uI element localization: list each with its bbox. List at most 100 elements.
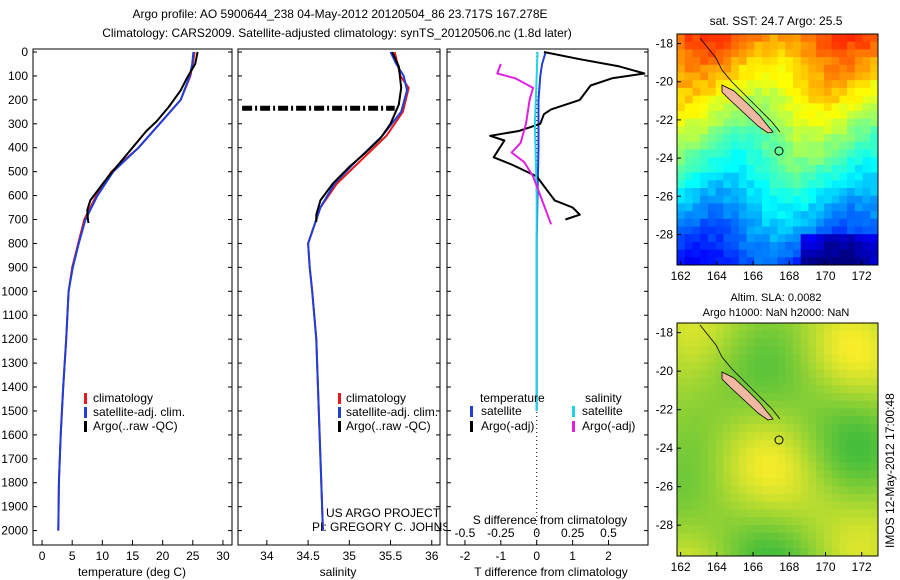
- map-cell: [854, 478, 864, 487]
- map-cell: [731, 338, 740, 347]
- map-cell: [677, 134, 686, 143]
- map-cell: [754, 164, 763, 174]
- map-cell: [847, 400, 856, 410]
- map-cell: [800, 478, 810, 487]
- map-cell: [684, 34, 694, 43]
- map-cell: [738, 72, 748, 81]
- map-cell: [692, 431, 701, 441]
- map-cell: [684, 486, 694, 495]
- lon-tick-label: 166: [743, 269, 763, 283]
- map-cell: [692, 241, 701, 251]
- map-cell: [723, 431, 732, 441]
- map-cell: [707, 134, 717, 143]
- map-cell: [862, 64, 871, 74]
- map-cell: [823, 203, 833, 212]
- map-cell: [738, 141, 748, 151]
- map-cell: [715, 34, 724, 43]
- map-cell: [831, 80, 840, 89]
- map-cell: [785, 172, 794, 181]
- map-cell: [684, 95, 694, 104]
- map-cell: [754, 34, 763, 43]
- map-cell: [723, 361, 732, 371]
- map-cell: [723, 439, 732, 448]
- map-cell: [692, 87, 701, 97]
- map-cell: [723, 532, 732, 542]
- lat-tick-label: -24: [656, 151, 674, 165]
- map-cell: [684, 103, 694, 112]
- salinity-legend: climatology satellite-adj. clim. Argo(..…: [338, 391, 438, 433]
- map-cell: [700, 80, 709, 89]
- map-cell: [847, 408, 856, 417]
- map-cell: [792, 49, 802, 58]
- map-cell: [854, 509, 864, 518]
- map-cell: [785, 346, 794, 355]
- x-tick-label: -1: [496, 549, 507, 563]
- map-cell: [862, 330, 871, 340]
- map-cell: [847, 532, 856, 542]
- map-cell: [777, 369, 786, 378]
- map-cell: [692, 95, 701, 104]
- map-cell: [723, 164, 732, 174]
- map-cell: [839, 486, 848, 495]
- map-cell: [746, 157, 755, 166]
- map-cell: [862, 87, 871, 97]
- map-cell: [862, 540, 871, 549]
- map-cell: [785, 540, 794, 549]
- map-cell: [839, 188, 848, 197]
- map-cell: [785, 377, 794, 386]
- map-cell: [816, 180, 825, 189]
- map-cell: [777, 517, 786, 526]
- map-cell: [746, 455, 755, 464]
- map-cell: [692, 493, 701, 503]
- map-cell: [746, 416, 755, 425]
- map-cell: [677, 149, 686, 158]
- map-cell: [808, 111, 817, 120]
- map-cell: [677, 180, 686, 189]
- map-cell: [723, 134, 732, 143]
- map-cell: [831, 400, 840, 410]
- map-cell: [700, 195, 709, 204]
- map-cell: [831, 180, 840, 189]
- map-cell: [762, 369, 771, 378]
- map-cell: [854, 195, 864, 204]
- map-cell: [692, 455, 701, 464]
- map-cell: [762, 517, 771, 526]
- map-cell: [854, 548, 864, 556]
- map-cell: [823, 180, 833, 189]
- map-cell: [839, 478, 848, 487]
- map-cell: [854, 57, 864, 66]
- map-cell: [684, 172, 694, 181]
- map-cell: [738, 87, 748, 97]
- map-cell: [700, 172, 709, 181]
- map-cell: [692, 141, 701, 151]
- map-cell: [792, 103, 802, 112]
- map-cell: [723, 385, 732, 394]
- map-cell: [792, 188, 802, 197]
- map-cell: [823, 234, 833, 243]
- map-cell: [762, 509, 771, 518]
- map-cell: [762, 118, 771, 127]
- map-cell: [692, 257, 701, 265]
- map-cell: [808, 392, 817, 402]
- map-cell: [854, 532, 864, 542]
- map-cell: [677, 493, 686, 503]
- map-cell: [684, 157, 694, 166]
- map-cell: [746, 249, 755, 258]
- map-cell: [808, 211, 817, 220]
- map-cell: [769, 540, 779, 549]
- map-cell: [731, 439, 740, 448]
- map-cell: [707, 439, 717, 448]
- map-cell: [715, 195, 724, 204]
- map-cell: [762, 346, 771, 355]
- map-cell: [816, 172, 825, 181]
- map-cell: [707, 369, 717, 378]
- map-cell: [723, 126, 732, 135]
- map-cell: [769, 49, 779, 58]
- map-cell: [707, 118, 717, 127]
- map-cell: [792, 338, 802, 347]
- series-line-argo-raw-qc-: [315, 51, 403, 222]
- map-cell: [746, 41, 755, 50]
- map-cell: [808, 95, 817, 104]
- map-cell: [715, 57, 724, 66]
- map-cell: [692, 377, 701, 386]
